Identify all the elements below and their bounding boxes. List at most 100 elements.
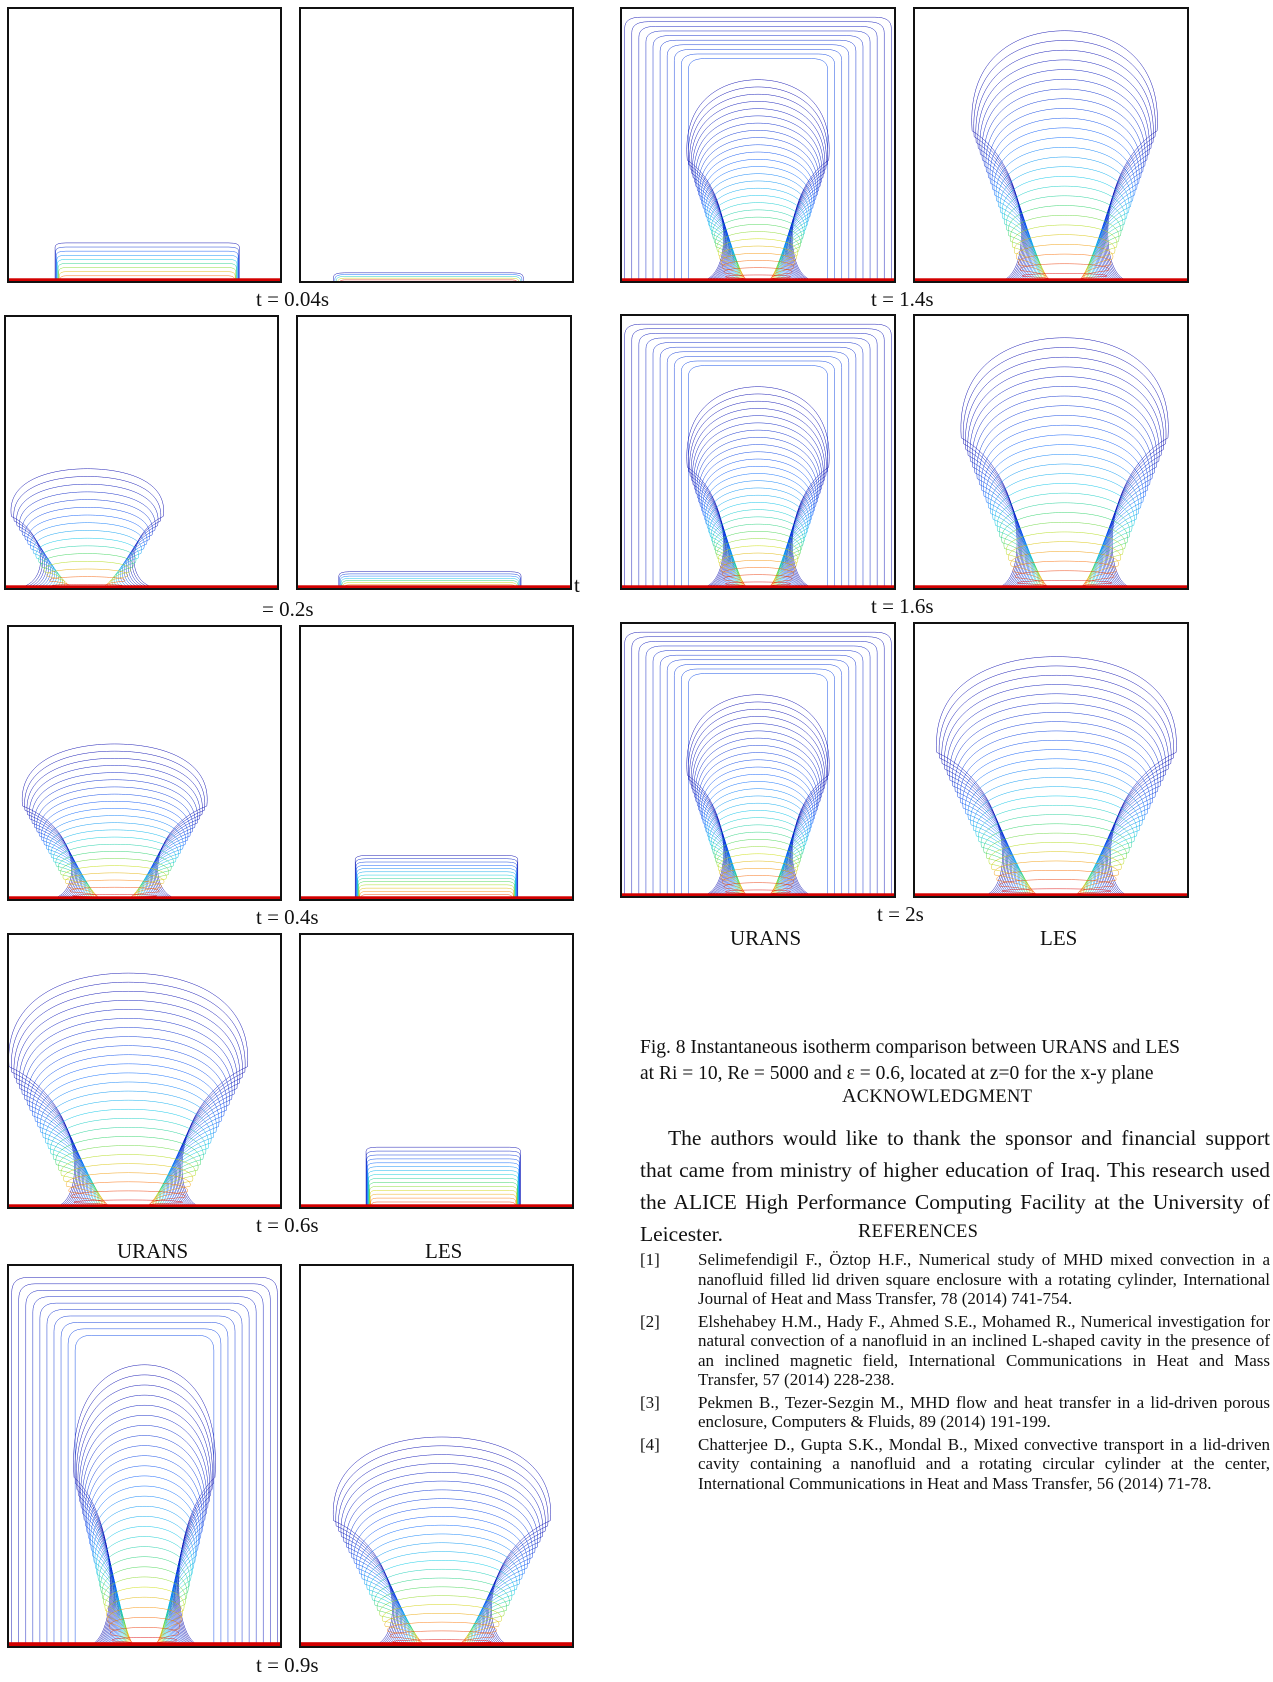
isotherm-line — [667, 660, 849, 896]
isotherm-line — [74, 1200, 183, 1207]
isotherm-line — [346, 1481, 538, 1646]
isotherm-line — [722, 567, 793, 588]
isotherm-line — [358, 875, 516, 899]
isotherm-line — [25, 751, 205, 899]
caption-stray-t: t — [574, 573, 580, 597]
isotherm-line — [30, 1046, 227, 1207]
isotherm-line — [718, 546, 798, 588]
isotherm-line — [986, 445, 1144, 588]
isotherm-line — [59, 272, 235, 281]
isotherm-line — [45, 1100, 211, 1207]
isotherm-line — [997, 870, 1116, 896]
isotherm-line — [367, 1163, 519, 1207]
reference-item: [2] Elshehabey H.M., Hady F., Ahmed S.E.,… — [640, 1312, 1270, 1390]
isotherm-plot — [915, 624, 1187, 896]
isotherm-line — [368, 1171, 518, 1207]
isotherm-line — [61, 1322, 228, 1646]
urans-panel-t06 — [7, 933, 282, 1209]
isotherm-line — [1011, 551, 1119, 588]
hot-wall — [301, 1642, 572, 1646]
isotherm-line — [705, 789, 810, 896]
label-urans-right: URANS — [730, 926, 802, 950]
isotherm-line — [968, 367, 1162, 588]
isotherm-line — [380, 1596, 505, 1646]
hot-wall — [915, 585, 1187, 588]
isotherm-line — [34, 780, 195, 899]
urans-panel-t04 — [7, 625, 282, 901]
isotherm-plot — [301, 935, 572, 1207]
isotherm-line — [99, 1547, 190, 1646]
hot-wall — [9, 896, 280, 899]
hot-wall — [298, 585, 570, 588]
isotherm-line — [970, 377, 1159, 588]
isotherm-line — [978, 60, 1152, 281]
isotherm-line — [667, 45, 849, 281]
isotherm-line — [22, 744, 207, 899]
isotherm-line — [56, 1136, 201, 1207]
isotherm-line — [371, 1198, 516, 1207]
label-les-left: LES — [425, 1239, 463, 1263]
isotherm-line — [370, 1190, 517, 1207]
urans-panel-t14 — [620, 7, 896, 283]
isotherm-line — [51, 830, 178, 899]
isotherm-line — [359, 885, 514, 899]
isotherm-line — [697, 130, 819, 281]
les-panel-t04 — [299, 625, 574, 901]
isotherm-line — [667, 352, 849, 588]
isotherm-line — [333, 1437, 550, 1646]
isotherm-line — [1002, 889, 1111, 896]
isotherm-line — [707, 181, 809, 281]
isotherm-line — [711, 203, 805, 281]
isotherm-line — [688, 674, 827, 896]
reference-item: [4] Chatterjee D., Gupta S.K., Mondal B.,… — [640, 1435, 1270, 1494]
isotherm-line — [1000, 167, 1129, 281]
reference-number: [4] — [640, 1434, 660, 1454]
reference-text: Chatterjee D., Gupta S.K., Mondal B., Mi… — [698, 1434, 1270, 1493]
isotherm-plot — [298, 317, 570, 588]
isotherm-line — [36, 538, 139, 588]
isotherm-line — [694, 731, 822, 896]
isotherm-line — [981, 425, 1148, 588]
isotherm-line — [49, 823, 181, 899]
isotherm-line — [722, 260, 793, 281]
isotherm-line — [703, 774, 814, 896]
isotherm-line — [14, 991, 243, 1207]
isotherm-line — [91, 1486, 199, 1646]
isotherm-line — [48, 1109, 209, 1207]
isotherm-line — [947, 694, 1166, 896]
isotherm-line — [693, 724, 824, 896]
isotherm-line — [994, 138, 1135, 281]
isotherm-line — [27, 758, 202, 899]
isotherm-line — [984, 89, 1145, 281]
reference-text: Selimefendigil F., Öztop H.F., Numerical… — [698, 1250, 1270, 1308]
isotherm-line — [1017, 580, 1111, 588]
isotherm-line — [75, 1335, 214, 1646]
isotherm-line — [721, 253, 795, 281]
isotherm-line — [936, 657, 1176, 896]
isotherm-line — [25, 507, 150, 588]
isotherm-line — [697, 437, 819, 588]
reference-item: [3] Pekmen B., Tezer-Sezgin M., MHD flow … — [640, 1393, 1270, 1432]
isotherm-line — [27, 1037, 229, 1207]
isotherm-plot — [622, 9, 894, 281]
isotherm-line — [354, 1508, 530, 1646]
isotherm-line — [681, 669, 834, 896]
isotherm-line — [366, 1151, 520, 1207]
isotherm-line — [369, 1560, 514, 1646]
isotherm-line — [19, 492, 155, 588]
isotherm-line — [993, 474, 1137, 588]
isotherm-line — [22, 500, 153, 588]
isotherm-line — [976, 50, 1154, 281]
isotherm-line — [1010, 215, 1119, 281]
isotherm-line — [367, 1155, 520, 1207]
isotherm-line — [720, 861, 797, 896]
isotherm-line — [366, 1147, 520, 1207]
isotherm-line — [976, 796, 1137, 896]
isotherm-line — [720, 246, 797, 281]
hot-wall — [6, 585, 277, 588]
isotherm-line — [725, 582, 790, 588]
isotherm-line — [106, 1597, 182, 1646]
isotherm-line — [717, 539, 799, 588]
isotherm-line — [369, 1182, 517, 1207]
isotherm-line — [705, 481, 810, 588]
